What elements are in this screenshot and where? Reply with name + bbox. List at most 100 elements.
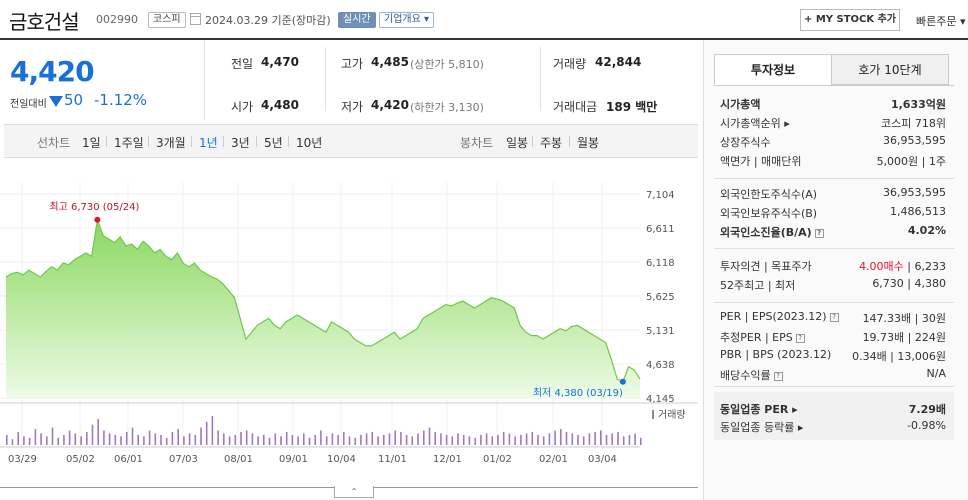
foreign-value-1: 1,486,513 [890, 205, 946, 218]
volume-bar [314, 434, 316, 445]
volume-bar [445, 434, 448, 445]
period-tab-0[interactable]: 1일 [82, 136, 101, 150]
line-chart-label: 선차트 [37, 136, 71, 150]
quick-order-dropdown[interactable]: 빠른주문 ▾ [916, 15, 966, 28]
volume-bar [171, 431, 174, 445]
volume-bar [423, 430, 425, 445]
market-cap-label-2: 상장주식수 [720, 136, 771, 149]
volume-bar [234, 434, 237, 445]
market-badge: 코스피 [148, 12, 186, 28]
volume-bar [108, 433, 111, 445]
volume-bar [11, 439, 14, 445]
realtime-badge[interactable]: 실시간 [338, 12, 376, 28]
market-cap-value-2: 36,953,595 [883, 134, 946, 147]
y-tick-label: 6,118 [646, 258, 675, 269]
x-tick-label: 12/01 [433, 454, 462, 465]
volume-bar [514, 436, 516, 445]
volume-bar [365, 433, 368, 445]
period-tab-4[interactable]: 3년 [231, 136, 250, 150]
period-tab-1[interactable]: 1주일 [114, 136, 144, 150]
volume-bar [51, 427, 54, 445]
volume-bar [605, 434, 608, 445]
price-area [6, 219, 640, 398]
x-tick-label: 07/03 [169, 454, 198, 465]
y-tick-label: 4,145 [646, 394, 675, 405]
period-tab-2[interactable]: 3개월 [156, 136, 186, 150]
candle-tab-1[interactable]: 주봉 [540, 136, 563, 150]
help-icon[interactable]: ? [795, 333, 805, 343]
volume-bar [542, 436, 545, 445]
industry-change-label[interactable]: 동일업종 등락률 ▸ [720, 421, 804, 434]
industry-change-value: -0.98% [907, 419, 946, 432]
volume-bar [331, 433, 334, 445]
tab-quote-10[interactable]: 호가 10단계 [831, 54, 949, 85]
upper-limit: (상한가 5,810) [410, 58, 484, 71]
volume-bar [628, 434, 631, 445]
opinion-label-0: 투자의견 | 목표주가 [720, 260, 812, 273]
high-label: 고가 [341, 57, 364, 71]
low-marker [619, 378, 626, 385]
low-label: 최저 4,380 (03/19) [533, 387, 623, 399]
divider [325, 47, 326, 111]
x-tick-label: 06/01 [114, 454, 143, 465]
volume-bar [131, 427, 134, 445]
period-tab-3[interactable]: 1년 [199, 136, 218, 150]
x-tick-label: 03/04 [588, 454, 617, 465]
volume-bar [320, 430, 322, 445]
foreign-value-2: 4.02% [907, 224, 946, 237]
section-divider [714, 386, 954, 387]
tab-invest-info[interactable]: 투자정보 [714, 54, 832, 85]
period-separator [106, 136, 107, 147]
volume-bar [502, 431, 505, 445]
candle-tab-2[interactable]: 월봉 [577, 136, 600, 150]
candle-tab-0[interactable]: 일봉 [506, 136, 529, 150]
market-cap-label-3: 액면가 | 매매단위 [720, 155, 802, 168]
down-arrow-icon [49, 96, 63, 107]
opinion-label-1: 52주최고 | 최저 [720, 279, 796, 292]
volume-bar [617, 431, 619, 445]
x-tick-label: 02/01 [539, 454, 568, 465]
valuation-label-3: 배당수익률? [720, 367, 783, 383]
collapse-chart-button[interactable]: ⌃ [334, 486, 374, 498]
volume-bar [582, 436, 585, 445]
industry-per-label[interactable]: 동일업종 PER ▸ [720, 403, 798, 416]
volume-bar [245, 430, 248, 445]
help-icon[interactable]: ? [773, 371, 783, 381]
volume-bar [451, 436, 454, 445]
period-separator [191, 136, 192, 147]
volume-bar [560, 429, 562, 446]
volume-bar [468, 436, 471, 445]
help-icon[interactable]: ? [829, 312, 839, 322]
volume-bar [377, 436, 379, 445]
period-tab-6[interactable]: 10년 [296, 136, 323, 150]
period-separator [288, 136, 289, 147]
volume-bar [491, 436, 494, 445]
help-icon[interactable]: ? [814, 228, 824, 238]
price-line [5, 219, 641, 383]
volume-bar [571, 433, 574, 445]
y-tick-label: 5,131 [646, 326, 675, 337]
high-marker [94, 216, 101, 223]
volume-bar [154, 433, 157, 445]
volume-bar [383, 434, 385, 445]
foreign-label-1: 외국인보유주식수(B) [720, 207, 818, 220]
volume-bar [177, 429, 179, 446]
volume-bar [165, 437, 168, 446]
volume-bar [634, 433, 636, 445]
company-info-dropdown[interactable]: 기업개요 ▾ [379, 12, 434, 28]
volume-bar [428, 427, 431, 445]
add-mystock-button[interactable]: + MY STOCK 추가 [800, 9, 900, 31]
foreign-label-0: 외국인한도주식수(A) [720, 188, 818, 201]
period-tab-5[interactable]: 5년 [264, 136, 283, 150]
volume-bar [394, 430, 396, 445]
x-tick-label: 08/01 [224, 454, 253, 465]
volume-bar [531, 431, 534, 445]
volume-bar [537, 434, 539, 445]
volume-bar [74, 433, 77, 445]
volume-bar [17, 431, 19, 445]
volume-bar [497, 434, 499, 445]
y-tick-label: 5,625 [646, 292, 675, 303]
volume-bar [34, 429, 37, 446]
volume-bar [6, 434, 8, 445]
volume-bar [205, 421, 208, 445]
